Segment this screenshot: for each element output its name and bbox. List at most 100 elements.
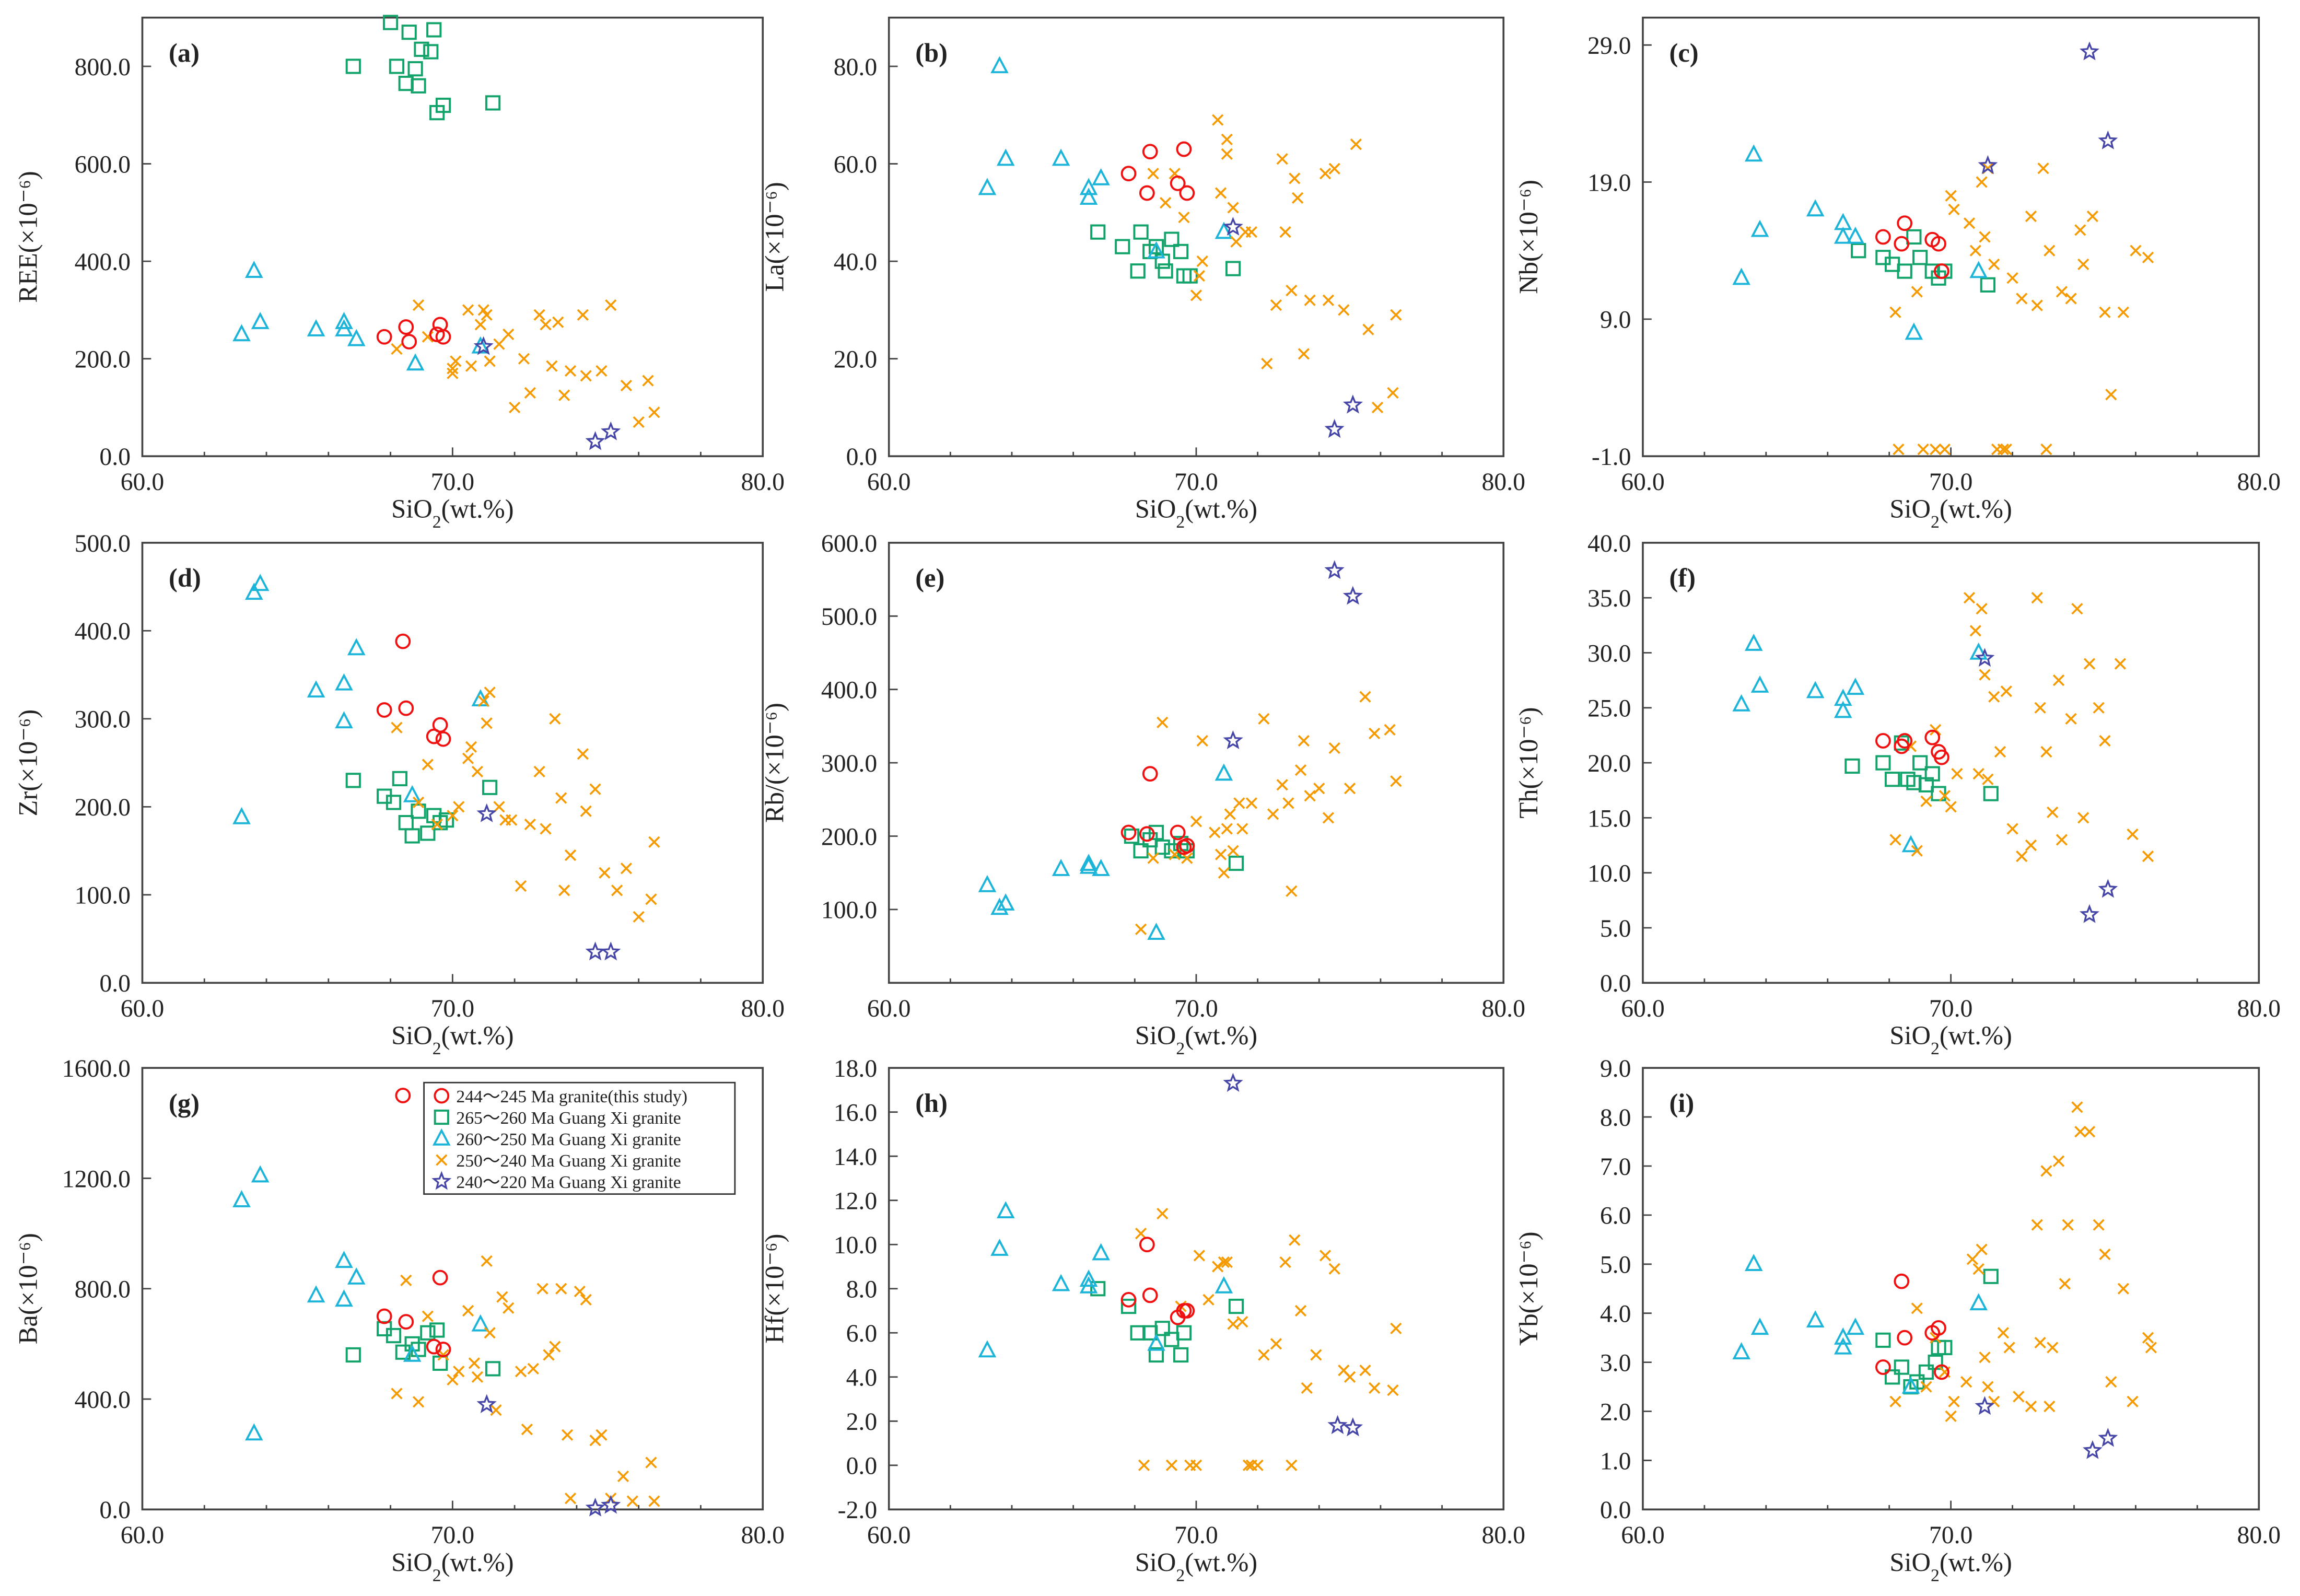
cross-marker <box>2117 306 2129 318</box>
y-axis-label: Th(×10⁻⁶) <box>1514 707 1543 819</box>
panel-c: 60.0 70.0 80.0 -1.0 9.0 19.0 29.0 SiO2(wt.%) Nb(… <box>1514 16 2281 532</box>
triangle-marker <box>1834 701 1852 718</box>
cross-marker <box>561 1429 574 1441</box>
x-tick-label: 60.0 <box>1621 468 1665 496</box>
y-tick-label: 12.0 <box>834 1187 878 1215</box>
cross-marker <box>462 752 474 764</box>
square-marker <box>404 828 420 844</box>
series-square <box>345 1321 501 1377</box>
cross-marker <box>533 765 545 778</box>
circle-marker <box>395 633 411 649</box>
y-tick-label: 300.0 <box>821 750 877 777</box>
cross-marker <box>1362 323 1374 335</box>
circle-marker <box>1897 215 1913 231</box>
cross-marker <box>2142 850 2154 863</box>
star-marker <box>431 1171 452 1190</box>
cross-marker <box>471 1371 483 1383</box>
cross-marker <box>2025 1401 2037 1413</box>
triangle-marker <box>1079 188 1098 205</box>
circle-marker <box>1897 733 1913 749</box>
x-tick-label: 80.0 <box>2237 468 2281 496</box>
cross-marker <box>496 1291 508 1303</box>
circle-marker <box>1176 141 1192 157</box>
triangle-marker <box>232 807 251 824</box>
triangle-marker <box>1079 178 1098 195</box>
square-marker <box>1884 1369 1900 1385</box>
legend-label: 260～250 Ma Guang Xi granite <box>456 1130 681 1149</box>
y-tick-label: 600.0 <box>821 530 877 557</box>
series-triangle <box>978 56 1233 259</box>
cross-marker <box>617 1470 629 1483</box>
cross-marker <box>447 1373 459 1386</box>
series-cross <box>1135 691 1402 935</box>
cross-marker <box>611 884 623 896</box>
cross-marker <box>2127 1395 2139 1407</box>
triangle-marker <box>1079 1269 1098 1287</box>
cross-marker <box>1911 286 1923 298</box>
cross-marker <box>447 363 459 375</box>
cross-marker <box>1390 775 1402 787</box>
square-marker <box>392 771 407 787</box>
cross-marker <box>2025 839 2037 852</box>
cross-marker <box>447 367 459 379</box>
circle-marker <box>1142 766 1158 782</box>
x-tick-label: 70.0 <box>1929 468 1973 496</box>
cross-marker <box>1157 1207 1169 1220</box>
series-circle <box>1120 766 1195 855</box>
cross-marker <box>2034 702 2046 714</box>
y-axis-label: Ba(×10⁻⁶) <box>13 1233 42 1344</box>
cross-marker <box>2071 603 2083 615</box>
series-triangle <box>1732 144 1988 340</box>
square-marker <box>435 98 451 113</box>
cross-marker <box>1966 1253 1979 1265</box>
x-tick-label: 60.0 <box>867 1521 911 1549</box>
panel-label: (c) <box>1669 38 1698 67</box>
cross-marker <box>391 1388 403 1400</box>
cross-marker <box>1911 1302 1923 1314</box>
cross-marker <box>1289 172 1301 184</box>
cross-marker <box>462 304 474 316</box>
triangle-marker <box>335 1251 353 1268</box>
square-marker <box>1164 231 1180 247</box>
square-marker <box>1148 824 1164 841</box>
cross-marker <box>2040 745 2052 758</box>
star-marker <box>2080 41 2099 61</box>
cross-marker <box>1939 790 1951 802</box>
legend-box <box>423 1081 736 1195</box>
cross-marker <box>1371 401 1384 414</box>
cross-marker <box>1304 790 1316 802</box>
cross-marker <box>515 1366 527 1378</box>
y-tick-label: 20.0 <box>834 346 878 374</box>
y-tick-label: 10.0 <box>1587 860 1631 888</box>
cross-marker <box>648 406 660 418</box>
cross-marker <box>2003 1342 2015 1354</box>
panel-d: 60.0 70.0 80.0 0.0 100.0 200.0 300.0 400.0 500.0… <box>13 530 785 1058</box>
square-marker <box>1875 755 1891 771</box>
triangle-marker <box>251 312 270 329</box>
panel-label: (d) <box>169 563 201 592</box>
cross-marker <box>645 1457 657 1469</box>
y-tick-label: 1200.0 <box>62 1165 131 1193</box>
cross-marker <box>1911 845 1923 857</box>
series-circle <box>1875 1273 1949 1380</box>
circle-marker <box>1120 166 1137 182</box>
cross-marker <box>453 801 465 813</box>
y-tick-label: -1.0 <box>1592 443 1631 471</box>
cross-marker <box>503 328 515 341</box>
series-star <box>476 803 621 961</box>
panel-i: 60.0 70.0 80.0 0.0 1.0 2.0 3.0 4.0 5.0 6.0 7.0 8.0 9… <box>1514 1055 2281 1585</box>
triangle-marker <box>251 1165 270 1183</box>
cross-marker <box>1951 768 1963 780</box>
triangle-marker <box>1147 1333 1165 1351</box>
cross-marker <box>1384 724 1396 736</box>
circle-marker <box>1139 185 1155 201</box>
plot-frame <box>1642 542 2260 984</box>
cross-marker <box>2056 834 2068 846</box>
y-tick-label: 3.0 <box>1600 1349 1631 1377</box>
triangle-marker <box>307 319 325 336</box>
star-marker <box>1223 730 1243 750</box>
cross-marker <box>2025 211 2037 223</box>
cross-marker <box>524 387 536 399</box>
triangle-marker <box>1901 835 1920 853</box>
cross-marker <box>1227 1318 1239 1330</box>
